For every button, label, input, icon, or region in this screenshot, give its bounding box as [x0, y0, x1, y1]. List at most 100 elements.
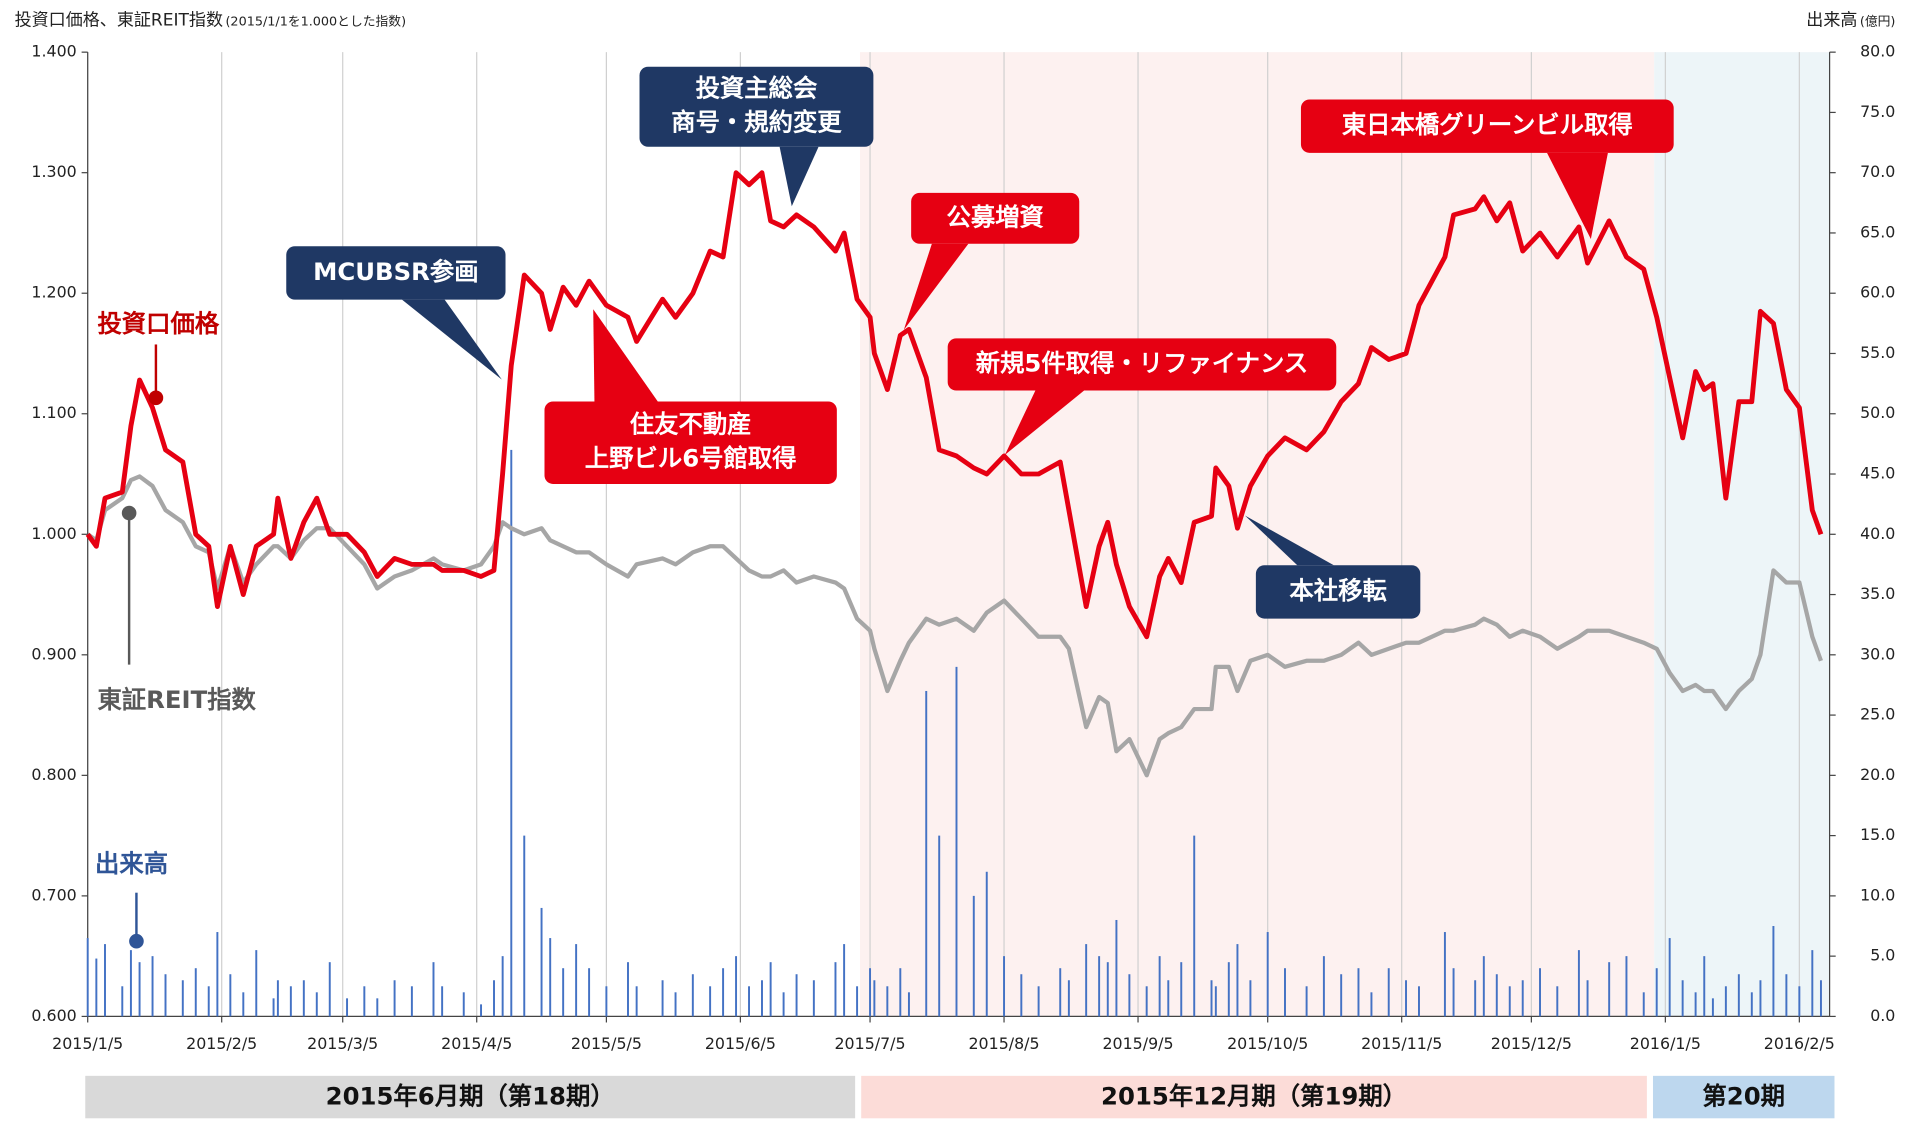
- y-tick-label: 1.200: [31, 283, 76, 302]
- period-label: 2015年12月期（第19期）: [1101, 1082, 1407, 1111]
- volume-bar: [1642, 992, 1645, 1017]
- y2-tick-label: 5.0: [1870, 946, 1895, 965]
- volume-bar: [523, 835, 526, 1017]
- volume-bar: [907, 992, 910, 1017]
- series-label: 東証REIT指数: [97, 685, 256, 714]
- period-band: [1652, 1075, 1835, 1119]
- y2-tick-label: 35.0: [1860, 584, 1895, 603]
- label-dot: [121, 505, 137, 521]
- y2-tick-label: 40.0: [1860, 524, 1895, 543]
- y2-tick-label: 50.0: [1860, 403, 1895, 422]
- volume-bar: [1655, 968, 1658, 1017]
- volume-bar: [164, 974, 167, 1017]
- volume-bar: [1703, 956, 1706, 1017]
- volume-bar: [769, 962, 772, 1017]
- x-tick-label: 2016/2/5: [1764, 1034, 1835, 1053]
- volume-bar: [363, 986, 366, 1017]
- volume-bar: [938, 835, 941, 1017]
- volume-bar: [1586, 980, 1589, 1017]
- volume-bar: [1737, 974, 1740, 1017]
- volume-bar: [627, 962, 629, 1017]
- y-tick-label: 0.800: [31, 765, 76, 784]
- volume-bar: [1474, 980, 1477, 1017]
- volume-bar: [972, 895, 975, 1017]
- volume-bar: [441, 986, 444, 1017]
- volume-bar: [1193, 835, 1196, 1017]
- volume-bar: [255, 950, 258, 1017]
- callout-box: [911, 192, 1080, 244]
- y2-tick-label: 80.0: [1860, 42, 1895, 61]
- volume-bar: [410, 986, 413, 1017]
- callout-text: MCUBSR参画: [313, 257, 478, 286]
- callout-text: 住友不動産: [630, 410, 752, 439]
- volume-bar: [869, 968, 872, 1017]
- volume-bar: [1249, 980, 1252, 1017]
- volume-bar: [276, 980, 279, 1017]
- callout-text: 上野ビル6号館取得: [585, 444, 797, 473]
- volume-bar: [635, 986, 638, 1017]
- y2-tick-label: 45.0: [1860, 464, 1895, 483]
- series-line: [86, 474, 1823, 778]
- volume-bar: [709, 986, 712, 1017]
- volume-bar: [501, 956, 504, 1017]
- volume-bar: [1106, 962, 1109, 1017]
- y2-tick-label: 65.0: [1860, 222, 1895, 241]
- volume-bar: [1798, 986, 1801, 1017]
- volume-bar: [899, 968, 902, 1017]
- volume-bar: [207, 986, 210, 1017]
- volume-bar: [1128, 974, 1131, 1017]
- volume-bar: [722, 968, 725, 1017]
- x-tick-label: 2015/5/5: [571, 1034, 642, 1053]
- volume-bar: [856, 986, 859, 1017]
- volume-bar: [289, 986, 292, 1017]
- volume-bar: [1724, 986, 1727, 1017]
- volume-bar: [104, 944, 106, 1017]
- y2-tick-label: 0.0: [1870, 1006, 1895, 1025]
- volume-bar: [1785, 974, 1788, 1017]
- volume-bar: [1508, 986, 1511, 1017]
- x-tick-label: 2015/6/5: [705, 1034, 776, 1053]
- volume-bar: [480, 1004, 483, 1017]
- volume-bar: [1145, 986, 1148, 1017]
- y2-tick-label: 55.0: [1860, 343, 1895, 362]
- volume-bar: [510, 449, 513, 1017]
- y2-tick-label: 20.0: [1860, 765, 1895, 784]
- x-tick-label: 2015/3/5: [307, 1034, 378, 1053]
- volume-bar: [735, 956, 738, 1017]
- volume-bar: [216, 932, 219, 1017]
- volume-bar: [1577, 950, 1580, 1017]
- y2-label: 出来高: [1806, 11, 1857, 31]
- volume-bar: [761, 980, 763, 1017]
- callout-box: [544, 401, 837, 484]
- y2-tick-label: 70.0: [1860, 162, 1895, 181]
- volume-bar: [1819, 980, 1822, 1017]
- callout-text: 東日本橋グリーンビル取得: [1342, 110, 1633, 139]
- volume-bar: [376, 998, 379, 1017]
- volume-bar: [605, 986, 608, 1017]
- x-tick-label: 2015/2/5: [186, 1034, 257, 1053]
- volume-bar: [588, 968, 591, 1017]
- y2-unit: (億円): [1860, 14, 1896, 29]
- volume-bar: [575, 944, 578, 1017]
- volume-bar: [1115, 919, 1118, 1017]
- y2-tick-label: 75.0: [1860, 102, 1895, 121]
- period-shade-20: [1654, 52, 1830, 1017]
- volume-bar: [1387, 968, 1390, 1017]
- volume-bar: [1418, 986, 1420, 1017]
- chart-subtitle: (2015/1/1を1.000とした指数): [225, 14, 406, 29]
- volume-bar: [1370, 992, 1373, 1017]
- volume-bar: [748, 986, 750, 1017]
- volume-bar: [1521, 980, 1524, 1017]
- volume-bar: [886, 986, 889, 1017]
- x-tick-label: 2015/4/5: [441, 1034, 512, 1053]
- y2-tick-label: 30.0: [1860, 644, 1895, 663]
- y-tick-label: 1.400: [31, 42, 76, 61]
- volume-bar: [674, 992, 677, 1017]
- callout-pointer: [401, 299, 502, 380]
- volume-bar: [121, 986, 124, 1017]
- period-label: 2015年6月期（第18期）: [326, 1082, 615, 1111]
- volume-bar: [1227, 962, 1230, 1017]
- callout-box: [639, 66, 874, 147]
- label-dot: [148, 390, 164, 406]
